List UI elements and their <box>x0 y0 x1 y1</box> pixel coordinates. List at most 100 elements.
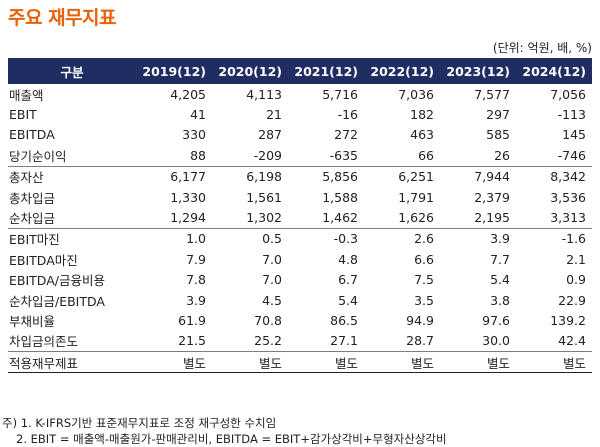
cell-value: 별도 <box>440 351 516 374</box>
footnote-1: 주) 1. K-IFRS기반 표준재무지표로 조정 재구성한 수치임 <box>2 416 277 430</box>
cell-value: 별도 <box>288 351 364 374</box>
unit-label: (단위: 억원, 배, %) <box>492 41 592 55</box>
table-row: EBITDA마진 7.9 7.0 4.8 6.6 7.7 2.1 <box>8 249 592 269</box>
cell-value: 2.6 <box>364 227 440 250</box>
row-label: 부채비율 <box>9 313 56 329</box>
cell-value: 41 <box>190 107 206 123</box>
row-label: 적용재무제표 <box>8 351 136 374</box>
cell-value: 6.7 <box>338 272 358 288</box>
cell-value: 3.9 <box>440 227 516 250</box>
cell-value: 585 <box>486 127 510 143</box>
cell-value: 28.7 <box>406 333 434 349</box>
cell-value: -0.3 <box>288 227 364 250</box>
cell-value: 2,195 <box>474 210 510 226</box>
cell-value: 182 <box>410 107 434 123</box>
cell-value: 297 <box>486 107 510 123</box>
cell-value: 6,251 <box>364 165 440 187</box>
cell-value: 1,588 <box>322 189 358 205</box>
cell-value: 139.2 <box>550 312 586 328</box>
cell-value: 0.5 <box>212 227 288 250</box>
page-title: 주요 재무지표 <box>8 7 117 29</box>
cell-value: 30.0 <box>482 333 510 349</box>
row-label: 매출액 <box>9 87 44 103</box>
cell-value: 5.4 <box>338 292 358 308</box>
cell-value: 1,561 <box>246 189 282 205</box>
cell-value: 26 <box>494 147 510 163</box>
cell-value: 145 <box>562 127 586 143</box>
cell-value: 별도 <box>136 351 212 374</box>
row-label: 총차입금 <box>9 190 56 206</box>
cell-value: 7.0 <box>262 251 282 267</box>
cell-value: 4,205 <box>170 86 206 102</box>
cell-value: 1,791 <box>398 189 434 205</box>
cell-value: 94.9 <box>406 312 434 328</box>
column-header-year: 2023(12) <box>440 58 516 84</box>
cell-value: 7,056 <box>550 86 586 102</box>
cell-value: 8,342 <box>516 165 592 187</box>
footnote-2: 2. EBIT = 매출액-매출원가-판매관리비, EBITDA = EBIT+… <box>16 432 447 446</box>
cell-value: 21 <box>266 107 282 123</box>
footnotes: 주) 1. K-IFRS기반 표준재무지표로 조정 재구성한 수치임 2. EB… <box>2 415 447 447</box>
column-header-year: 2022(12) <box>364 58 440 84</box>
row-label: 순차입금/EBITDA <box>9 293 105 309</box>
row-label: EBITDA <box>9 127 55 143</box>
table-row: 차입금의존도 21.5 25.2 27.1 28.7 30.0 42.4 <box>8 331 592 352</box>
cell-value: 4.5 <box>262 292 282 308</box>
table-row: 매출액 4,205 4,113 5,716 7,036 7,577 7,056 <box>8 84 592 104</box>
table-header-row: 구분 2019(12) 2020(12) 2021(12) 2022(12) 2… <box>8 58 592 84</box>
cell-value: -113 <box>557 107 586 123</box>
cell-value: 3.9 <box>186 292 206 308</box>
cell-value: 1,294 <box>170 210 206 226</box>
cell-value: 5,856 <box>288 165 364 187</box>
cell-value: -1.6 <box>516 227 592 250</box>
cell-value: 7.8 <box>186 272 206 288</box>
row-label: EBITDA/금융비용 <box>9 273 105 289</box>
row-label: 차입금의존도 <box>9 334 79 350</box>
row-label: 순차입금 <box>9 211 56 227</box>
cell-value: 1,462 <box>322 210 358 226</box>
cell-value: 330 <box>182 127 206 143</box>
table-row: 총차입금 1,330 1,561 1,588 1,791 2,379 3,536 <box>8 187 592 207</box>
cell-value: 1,626 <box>398 210 434 226</box>
cell-value: 88 <box>190 147 206 163</box>
cell-value: 4,113 <box>246 86 282 102</box>
cell-value: 7.9 <box>186 251 206 267</box>
cell-value: 463 <box>410 127 434 143</box>
cell-value: 별도 <box>516 351 592 374</box>
cell-value: 별도 <box>364 351 440 374</box>
cell-value: 61.9 <box>178 312 206 328</box>
cell-value: 27.1 <box>330 333 358 349</box>
cell-value: 6.6 <box>414 251 434 267</box>
cell-value: -746 <box>557 147 586 163</box>
cell-value: -209 <box>253 147 282 163</box>
cell-value: 0.9 <box>566 272 586 288</box>
cell-value: 3,536 <box>550 189 586 205</box>
cell-value: 7,036 <box>398 86 434 102</box>
cell-value: 1.0 <box>136 227 212 250</box>
cell-value: 25.2 <box>254 333 282 349</box>
cell-value: 7,577 <box>474 86 510 102</box>
cell-value: 272 <box>334 127 358 143</box>
cell-value: 2.1 <box>566 251 586 267</box>
table-row: 당기순이익 88 -209 -635 66 26 -746 <box>8 145 592 166</box>
column-header-year: 2020(12) <box>212 58 288 84</box>
cell-value: 7.5 <box>414 272 434 288</box>
cell-value: 21.5 <box>178 333 206 349</box>
cell-value: 3,313 <box>550 210 586 226</box>
cell-value: 22.9 <box>558 292 586 308</box>
table-row: 적용재무제표 별도 별도 별도 별도 별도 별도 <box>8 351 592 374</box>
cell-value: 70.8 <box>254 312 282 328</box>
cell-value: 97.6 <box>482 312 510 328</box>
column-header-label: 구분 <box>8 58 136 84</box>
cell-value: 7.7 <box>490 251 510 267</box>
row-label: EBIT마진 <box>8 227 136 250</box>
cell-value: 287 <box>258 127 282 143</box>
cell-value: 1,330 <box>170 189 206 205</box>
cell-value: 5,716 <box>322 86 358 102</box>
cell-value: 7,944 <box>440 165 516 187</box>
table-row: 순차입금 1,294 1,302 1,462 1,626 2,195 3,313 <box>8 207 592 228</box>
row-label: EBITDA마진 <box>9 252 78 268</box>
cell-value: 2,379 <box>474 189 510 205</box>
cell-value: 4.8 <box>338 251 358 267</box>
cell-value: 66 <box>418 147 434 163</box>
